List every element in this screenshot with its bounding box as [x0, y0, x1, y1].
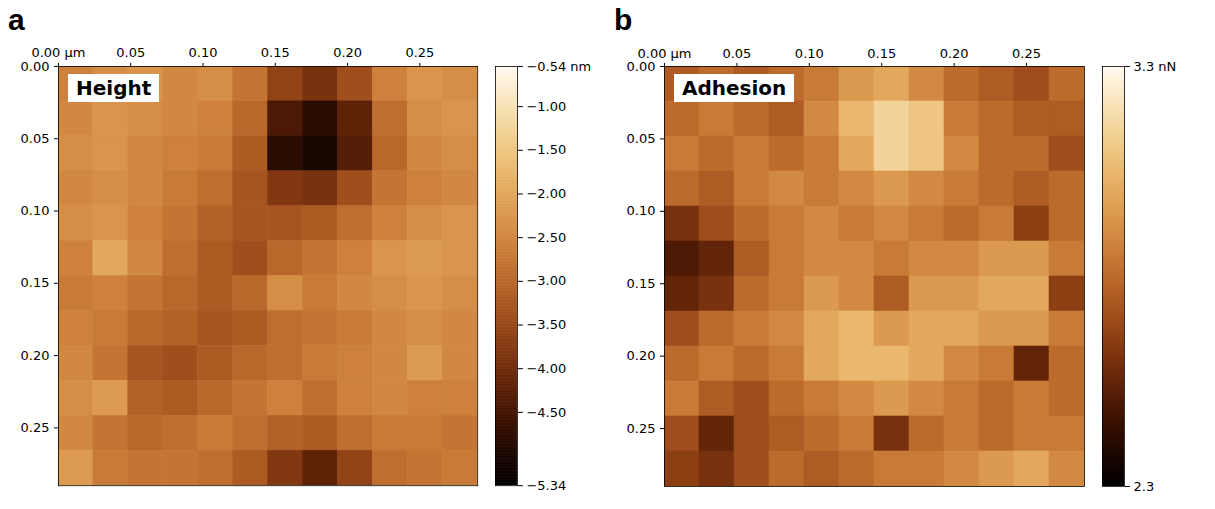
svg-text:0.05: 0.05	[116, 45, 145, 60]
svg-text:−0.54 nm: −0.54 nm	[527, 59, 592, 74]
svg-text:−3.00: −3.00	[527, 273, 567, 288]
svg-text:0.10: 0.10	[627, 203, 656, 218]
svg-text:−2.00: −2.00	[527, 186, 567, 201]
svg-text:0.05: 0.05	[627, 131, 656, 146]
svg-text:−4.50: −4.50	[527, 404, 567, 419]
svg-text:0.05: 0.05	[722, 46, 751, 61]
svg-text:0.05: 0.05	[21, 131, 50, 146]
html-text:b: b	[614, 3, 633, 36]
svg-text:0.10: 0.10	[795, 46, 824, 61]
svg-text:0.00: 0.00	[627, 59, 656, 74]
svg-text:3.3 nN: 3.3 nN	[1134, 59, 1177, 74]
svg-text:0.25: 0.25	[405, 45, 434, 60]
svg-text:0.15: 0.15	[627, 276, 656, 291]
svg-text:−1.50: −1.50	[527, 142, 567, 157]
svg-text:0.00: 0.00	[21, 59, 50, 74]
svg-text:0.10: 0.10	[21, 203, 50, 218]
svg-text:0.20: 0.20	[333, 45, 362, 60]
svg-text:0.20: 0.20	[21, 348, 50, 363]
svg-text:2.3: 2.3	[1134, 479, 1155, 494]
html-text:Height: Height	[76, 76, 152, 100]
svg-text:0.25: 0.25	[1012, 46, 1041, 61]
svg-text:0.15: 0.15	[21, 275, 50, 290]
svg-text:−4.00: −4.00	[527, 361, 567, 376]
svg-text:0.25: 0.25	[627, 421, 656, 436]
svg-text:0.15: 0.15	[261, 45, 290, 60]
svg-text:−5.34: −5.34	[527, 478, 567, 493]
svg-text:0.25: 0.25	[21, 420, 50, 435]
html-text:a: a	[8, 3, 25, 36]
svg-text:0.00 µm: 0.00 µm	[31, 45, 85, 60]
html-text:Adhesion: Adhesion	[682, 76, 787, 100]
svg-text:−2.50: −2.50	[527, 230, 567, 245]
svg-text:0.10: 0.10	[189, 45, 218, 60]
svg-text:−3.50: −3.50	[527, 317, 567, 332]
svg-text:0.00 µm: 0.00 µm	[637, 46, 691, 61]
svg-text:−1.00: −1.00	[527, 99, 567, 114]
svg-text:0.20: 0.20	[940, 46, 969, 61]
svg-text:0.15: 0.15	[867, 46, 896, 61]
svg-text:0.20: 0.20	[627, 348, 656, 363]
